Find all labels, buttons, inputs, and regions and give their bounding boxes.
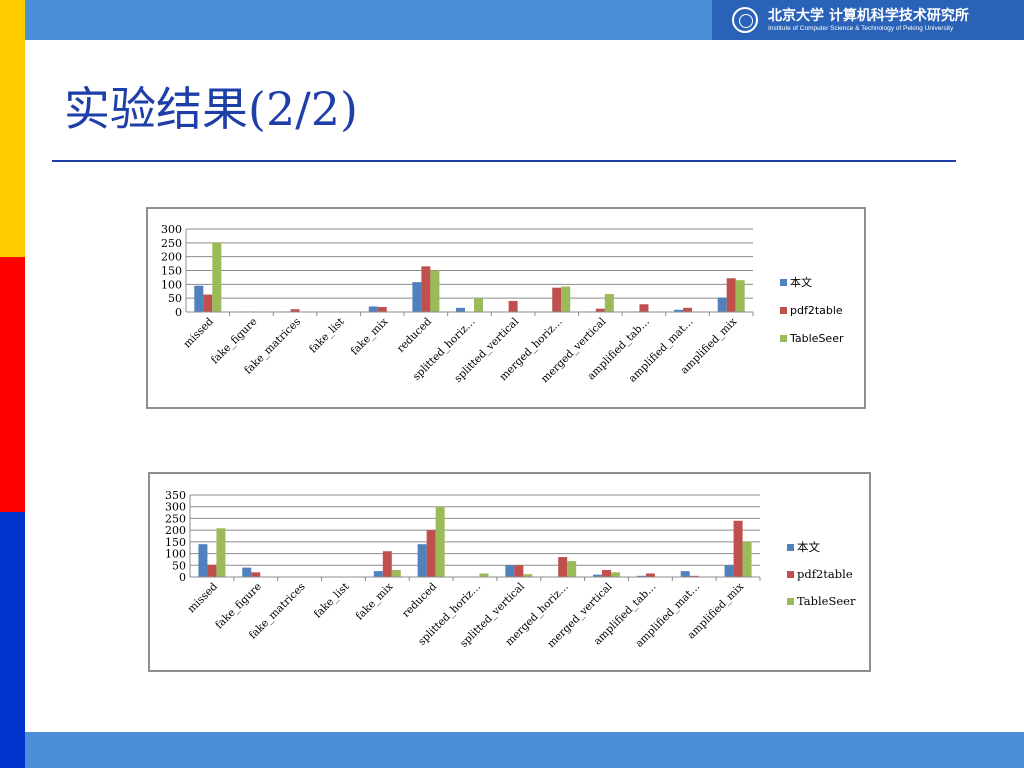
y-tick-label: 200 (161, 251, 182, 264)
bar (595, 308, 605, 312)
chart-2-canvas: 050100150200250300350missedfake_figurefa… (165, 489, 856, 650)
bar (417, 544, 427, 577)
bar (689, 575, 699, 577)
bar (212, 242, 222, 312)
legend-label: pdf2table (797, 567, 853, 581)
legend-label: pdf2table (790, 304, 843, 317)
bar (251, 572, 261, 577)
y-tick-label: 0 (179, 571, 186, 584)
legend-label: TableSeer (797, 594, 856, 608)
legend-swatch (780, 307, 787, 314)
bar (290, 309, 300, 312)
bar-chart-2: 0 50 100 150 200 250 300 350 missed fake_figure fa… (148, 472, 871, 672)
bar (198, 544, 208, 577)
bar (435, 506, 445, 577)
bar (456, 307, 465, 312)
legend-swatch (780, 335, 787, 342)
legend-label: 本文 (797, 540, 820, 554)
bar (561, 286, 571, 312)
bar (604, 294, 614, 312)
bar (216, 528, 226, 577)
x-category-label: reduced (400, 580, 439, 619)
legend-label: 本文 (790, 275, 812, 289)
footer-bar (25, 732, 1024, 768)
y-tick-label: 0 (175, 306, 182, 319)
legend-swatch (780, 279, 787, 286)
bar (567, 561, 577, 577)
y-tick-label: 300 (161, 223, 182, 236)
header-bar: 北京大学 计算机科学技术研究所 Institute of Computer Sc… (25, 0, 1024, 40)
title-divider (52, 160, 956, 162)
y-tick-label: 50 (168, 292, 182, 305)
x-category-label: fake_list (307, 315, 347, 355)
bar (391, 569, 401, 577)
y-tick-label: 100 (161, 278, 182, 291)
y-tick-label: 100 (165, 548, 186, 561)
chart-1-canvas: 050100150200250300missedfake_figurefake_… (161, 223, 844, 385)
logo-english-text: Institute of Computer Science & Technolo… (768, 25, 954, 32)
y-tick-label: 150 (161, 265, 182, 278)
y-tick-label: 350 (165, 489, 186, 502)
bar (742, 541, 752, 577)
university-logo: 北京大学 计算机科学技术研究所 Institute of Computer Sc… (712, 0, 1024, 40)
x-category-label: fake_mix (354, 581, 396, 623)
bar (505, 565, 515, 577)
bar (717, 297, 727, 312)
left-stripe-red (0, 257, 25, 512)
bar (412, 282, 422, 312)
legend-swatch (787, 598, 794, 605)
y-tick-label: 300 (165, 501, 186, 514)
y-tick-label: 50 (172, 559, 186, 572)
left-stripe-blue (0, 512, 25, 768)
bar (377, 307, 387, 312)
bar (368, 306, 378, 312)
seal-icon (732, 7, 758, 33)
legend-swatch (787, 571, 794, 578)
x-category-label: missed (185, 580, 220, 615)
bar (639, 304, 649, 312)
bar (523, 574, 533, 577)
bar (421, 266, 431, 312)
bar (207, 564, 217, 577)
x-category-label: fake_list (312, 580, 352, 620)
bar-chart-1: 0 50 100 150 200 250 300 missed fake_figure fake_… (146, 207, 866, 409)
x-category-label: fake_mix (349, 316, 391, 358)
x-category-label: missed (181, 315, 216, 350)
legend-swatch (787, 544, 794, 551)
bar (242, 567, 252, 577)
bar (735, 280, 745, 312)
bar (733, 520, 743, 577)
left-stripe-yellow (0, 0, 25, 257)
logo-chinese-text: 北京大学 计算机科学技术研究所 (768, 8, 969, 24)
bar (194, 285, 204, 312)
y-tick-label: 250 (165, 512, 186, 525)
bar (203, 294, 213, 312)
bar (430, 270, 440, 312)
bar (593, 574, 603, 577)
y-tick-label: 250 (161, 237, 182, 250)
bar (602, 569, 612, 577)
bar (474, 298, 483, 312)
bar (508, 300, 518, 312)
y-tick-label: 150 (165, 536, 186, 549)
y-tick-label: 200 (165, 524, 186, 537)
bar (683, 307, 693, 312)
bar (558, 557, 568, 577)
legend-label: TableSeer (789, 332, 844, 345)
bar (645, 573, 655, 577)
bar (680, 571, 690, 577)
bar (552, 287, 562, 312)
bar (426, 530, 436, 577)
bar (724, 565, 734, 577)
x-category-label: reduced (395, 315, 434, 354)
bar (382, 551, 392, 577)
bar (611, 572, 621, 577)
bar (636, 575, 646, 577)
bar (514, 565, 524, 577)
bar (373, 571, 383, 577)
bar (479, 573, 489, 577)
bar (674, 309, 684, 312)
slide-title: 实验结果(2/2) (64, 82, 358, 136)
bar (726, 278, 736, 312)
